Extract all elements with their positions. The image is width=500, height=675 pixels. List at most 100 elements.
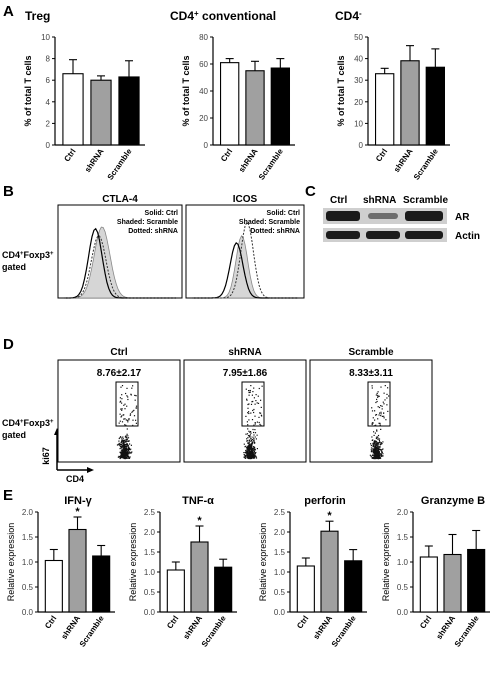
event-dot xyxy=(250,452,252,454)
event-dot-gated xyxy=(383,415,385,417)
event-dot xyxy=(375,452,377,454)
event-dot xyxy=(374,450,376,452)
event-dot xyxy=(379,444,381,446)
event-dot xyxy=(373,449,375,451)
category-label: Scramble xyxy=(330,614,358,649)
event-dot-gated xyxy=(371,410,374,412)
event-dot xyxy=(371,436,373,438)
event-dot-gated xyxy=(134,394,136,396)
event-dot xyxy=(252,452,254,454)
event-dot xyxy=(379,457,381,460)
y-tick-label: 50 xyxy=(354,33,363,42)
event-dot-gated xyxy=(383,412,385,414)
gate-label-b-line2: gated xyxy=(2,262,26,272)
event-dot-gated xyxy=(121,385,124,387)
event-dot xyxy=(373,454,375,456)
event-dot xyxy=(118,422,120,424)
event-dot xyxy=(126,453,129,455)
event-dot-gated xyxy=(127,396,129,398)
bar xyxy=(245,70,265,146)
panel-letter-b: B xyxy=(3,183,14,200)
category-label: Scramble xyxy=(453,614,481,649)
chart-title: perforin xyxy=(304,495,346,507)
event-dot xyxy=(378,439,380,442)
category-label: Ctrl xyxy=(219,147,234,163)
event-dot xyxy=(374,447,376,449)
event-dot xyxy=(372,444,374,446)
event-dot-gated xyxy=(248,411,250,413)
event-dot-gated xyxy=(248,403,250,405)
event-dot-gated xyxy=(131,411,133,413)
event-dot xyxy=(378,452,380,454)
event-dot xyxy=(130,448,132,450)
event-dot xyxy=(250,447,252,449)
bar-chart-e-2: perforin Relative expression 0.0 0.5 1.0 1.5 2… xyxy=(258,495,367,649)
event-dot xyxy=(123,454,125,456)
event-dot xyxy=(127,447,130,449)
category-label: Scramble xyxy=(78,614,106,649)
event-dot xyxy=(122,441,124,444)
gate-label-d-line2: gated xyxy=(2,430,26,440)
event-dot xyxy=(379,457,381,459)
event-dot xyxy=(249,447,251,449)
event-dot xyxy=(246,452,248,454)
event-dot xyxy=(381,455,383,457)
y-tick-label: 1.5 xyxy=(144,548,156,557)
event-dot xyxy=(248,443,250,445)
event-dot-gated xyxy=(120,386,122,388)
y-axis-label: % of total T cells xyxy=(23,55,33,126)
event-dot xyxy=(250,443,252,445)
y-tick-label: 4 xyxy=(46,98,51,107)
event-dot xyxy=(380,428,382,430)
bar xyxy=(190,541,209,613)
event-dot xyxy=(249,452,251,454)
chart-title: CD4- xyxy=(335,9,362,24)
event-dot-gated xyxy=(384,385,386,387)
event-dot-gated xyxy=(253,387,255,389)
event-dot xyxy=(123,446,126,448)
event-dot xyxy=(256,448,258,450)
event-dot xyxy=(128,446,130,448)
event-dot xyxy=(119,448,121,450)
event-dot xyxy=(124,455,126,457)
event-dot xyxy=(380,455,382,457)
event-dot xyxy=(374,453,376,455)
bar xyxy=(68,528,87,613)
event-dot xyxy=(247,450,249,452)
event-dot xyxy=(374,425,376,427)
y-axis-label: % of total T cells xyxy=(336,55,346,126)
event-dot xyxy=(374,444,376,446)
event-dot xyxy=(246,438,248,440)
event-dot xyxy=(246,433,249,435)
event-dot-gated xyxy=(126,387,128,389)
event-dot-gated xyxy=(261,415,263,417)
event-dot-gated xyxy=(259,423,261,425)
event-dot xyxy=(253,431,255,434)
event-dot xyxy=(120,447,122,449)
y-axis-label: Relative expression xyxy=(6,523,16,602)
event-dot xyxy=(251,449,253,451)
event-dot-gated xyxy=(254,403,256,405)
event-dot xyxy=(118,440,120,442)
event-dot xyxy=(375,455,377,457)
event-dot xyxy=(252,442,254,444)
event-dot xyxy=(127,455,129,457)
event-dot-gated xyxy=(248,390,250,392)
event-dot xyxy=(376,446,378,448)
event-dot-gated xyxy=(245,415,247,417)
event-dot-gated xyxy=(135,422,137,424)
event-dot xyxy=(248,444,250,446)
event-dot xyxy=(122,450,124,452)
bar xyxy=(467,548,486,613)
event-dot xyxy=(245,454,247,457)
event-dot xyxy=(122,443,124,445)
event-dot xyxy=(125,447,127,450)
y-tick-label: 0.5 xyxy=(397,583,409,592)
event-dot xyxy=(252,454,254,456)
event-dot xyxy=(376,443,378,445)
blot-actin-band-scramble xyxy=(405,231,443,239)
y-tick-label: 80 xyxy=(199,33,208,42)
title-text: Treg xyxy=(25,9,50,23)
event-dot xyxy=(118,455,120,457)
title-text: CD4 xyxy=(335,9,359,23)
